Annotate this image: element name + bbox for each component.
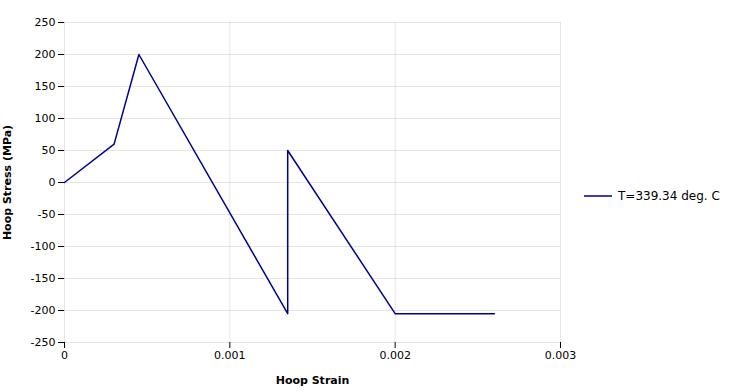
svg-text:-50: -50 bbox=[38, 208, 56, 221]
svg-text:-250: -250 bbox=[31, 336, 56, 349]
svg-text:-200: -200 bbox=[31, 304, 56, 317]
svg-text:0: 0 bbox=[49, 176, 56, 189]
svg-text:50: 50 bbox=[42, 144, 56, 157]
svg-text:200: 200 bbox=[35, 48, 56, 61]
svg-text:0.002: 0.002 bbox=[379, 349, 411, 362]
svg-text:Hoop Stress (MPa): Hoop Stress (MPa) bbox=[1, 125, 14, 240]
svg-text:0: 0 bbox=[61, 349, 68, 362]
svg-text:-150: -150 bbox=[31, 272, 56, 285]
svg-text:250: 250 bbox=[35, 16, 56, 29]
html-text:T=339.34 deg. C: T=339.34 deg. C bbox=[618, 189, 720, 203]
svg-text:0.003: 0.003 bbox=[545, 349, 576, 362]
svg-text:100: 100 bbox=[35, 112, 56, 125]
svg-text:-100: -100 bbox=[31, 240, 56, 253]
svg-text:0.001: 0.001 bbox=[214, 349, 246, 362]
svg-text:Hoop Strain: Hoop Strain bbox=[276, 374, 350, 387]
svg-text:150: 150 bbox=[35, 80, 56, 93]
